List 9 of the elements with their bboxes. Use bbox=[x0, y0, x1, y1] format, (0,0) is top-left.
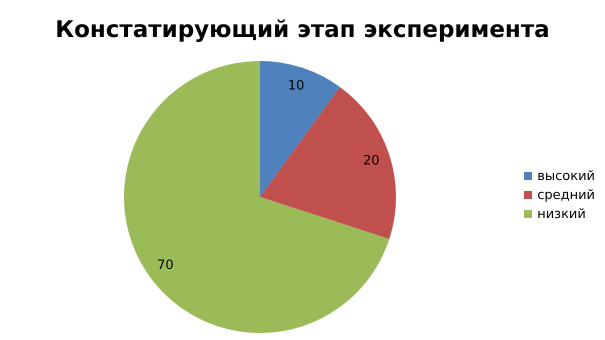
legend-label: высокий bbox=[537, 168, 595, 184]
legend-label: средний bbox=[537, 188, 595, 202]
pie-slice bbox=[124, 61, 390, 333]
pie-slice bbox=[260, 61, 340, 197]
data-label: 20 bbox=[362, 153, 380, 168]
legend-label: низкий bbox=[537, 206, 586, 222]
data-label: 10 bbox=[288, 78, 304, 94]
chart-title: Констатирующий этап эксперимента bbox=[54, 16, 551, 45]
data-label: 70 bbox=[157, 258, 174, 274]
